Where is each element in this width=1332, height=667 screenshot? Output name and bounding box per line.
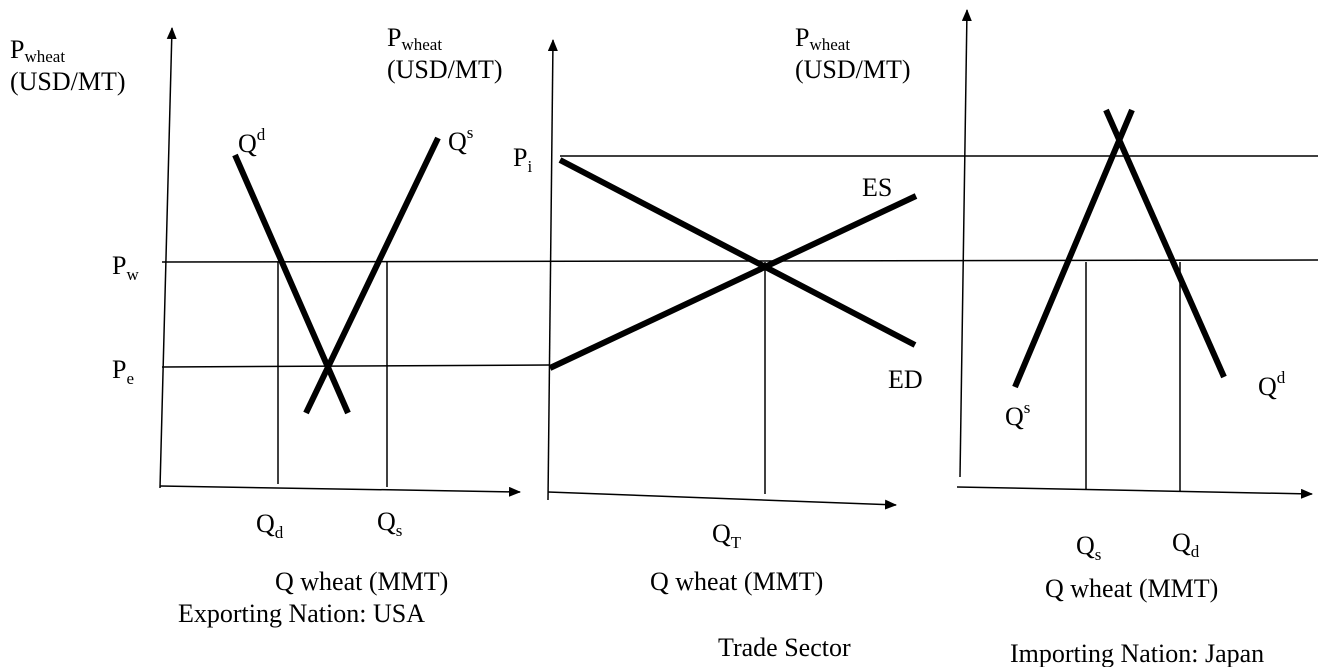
panel-title: Exporting Nation: USA: [178, 599, 425, 628]
panel-title: Trade Sector: [718, 633, 851, 662]
price-label: Pi: [513, 143, 532, 176]
label-part: Q: [712, 519, 731, 548]
label-part: i: [527, 157, 532, 176]
x-axis: [547, 491, 897, 510]
label-part: wheat: [24, 47, 65, 66]
price-label: Pw: [112, 251, 139, 284]
label-part: P: [795, 23, 809, 52]
autarky-price-line: [161, 364, 551, 368]
excess-demand-curve: [558, 157, 917, 348]
curve-label: Qd: [238, 125, 266, 158]
y-axis: [547, 39, 558, 501]
supply-curve: [1012, 108, 1135, 389]
demand-curve: [232, 153, 351, 415]
label-part: P: [513, 143, 527, 172]
y-axis: [159, 27, 177, 489]
world-price-line: [161, 259, 1319, 263]
label-part: wheat: [809, 35, 850, 54]
label-part: s: [396, 521, 403, 540]
label-part: s: [467, 123, 474, 142]
label-part: s: [1095, 545, 1102, 564]
label-part: d: [1191, 542, 1200, 561]
quantity-label: Qs: [377, 507, 402, 540]
label-part: e: [126, 369, 134, 388]
x-axis: [956, 486, 1313, 499]
x-axis-label: Q wheat (MMT): [1045, 574, 1218, 603]
label-part: w: [126, 265, 139, 284]
quantity-label: Qd: [256, 509, 284, 542]
excess-supply-curve: [548, 193, 918, 371]
y-axis-label: Pwheat: [387, 23, 442, 54]
panel-title: Importing Nation: Japan: [1010, 639, 1264, 667]
label-part: d: [257, 125, 266, 144]
label-part: wheat: [401, 35, 442, 54]
y-axis-label: Pwheat: [10, 35, 65, 66]
curve-label: ES: [862, 173, 892, 202]
label-part: Q: [256, 509, 275, 538]
label-part: Q: [448, 127, 467, 156]
quantity-label: Qd: [1172, 528, 1200, 561]
price-label: Pe: [112, 355, 134, 388]
label-part: Q: [1172, 528, 1191, 557]
label-part: Q: [1005, 402, 1024, 431]
x-axis-label: Q wheat (MMT): [275, 567, 448, 596]
curve-label: Qs: [448, 123, 473, 156]
y-axis-label: Pwheat: [795, 23, 850, 54]
x-axis-label: Q wheat (MMT): [650, 567, 823, 596]
demand-curve: [1103, 108, 1227, 379]
supply-curve: [303, 136, 441, 415]
label-part: Q: [377, 507, 396, 536]
label-part: T: [731, 533, 742, 552]
label-part: Q: [1258, 372, 1277, 401]
label-part: P: [112, 251, 126, 280]
y-axis: [959, 9, 972, 478]
label-part: P: [10, 35, 24, 64]
curve-label: Qs: [1005, 398, 1030, 431]
label-part: d: [1277, 368, 1286, 387]
label-part: Q: [238, 129, 257, 158]
curve-label: Qd: [1258, 368, 1286, 401]
y-axis-unit: (USD/MT): [10, 67, 126, 96]
quantity-label: Qs: [1076, 531, 1101, 564]
x-axis: [159, 485, 521, 497]
y-axis-unit: (USD/MT): [387, 55, 503, 84]
label-part: P: [387, 23, 401, 52]
curve-label: ED: [888, 365, 923, 394]
label-part: Q: [1076, 531, 1095, 560]
quantity-label: QT: [712, 519, 742, 552]
label-part: s: [1024, 398, 1031, 417]
y-axis-unit: (USD/MT): [795, 55, 911, 84]
label-part: d: [275, 523, 284, 542]
label-part: P: [112, 355, 126, 384]
